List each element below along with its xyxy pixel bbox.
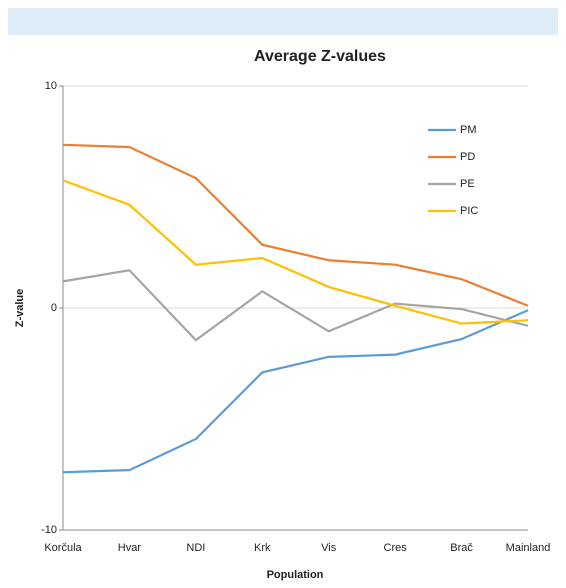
series-line xyxy=(62,269,529,342)
legend-label: PM xyxy=(460,124,477,136)
x-tick-label: Brač xyxy=(450,542,473,554)
legend-label: PD xyxy=(460,151,475,163)
legend-label: PIC xyxy=(460,205,478,217)
y-axis-title: Z-value xyxy=(14,289,26,328)
top-band xyxy=(8,8,558,35)
x-tick-label: NDI xyxy=(186,542,205,554)
x-tick-label: Krk xyxy=(254,542,271,554)
y-tick-label: 0 xyxy=(51,302,57,314)
legend-label: PE xyxy=(460,178,475,190)
x-tick-label: Korčula xyxy=(44,542,82,554)
series-line xyxy=(62,179,529,325)
chart-title: Average Z-values xyxy=(254,48,386,65)
series-line xyxy=(62,143,529,307)
y-tick-label: 10 xyxy=(45,80,57,92)
series-line xyxy=(62,309,529,474)
x-axis-title: Population xyxy=(267,569,324,581)
y-tick-label: -10 xyxy=(41,524,57,536)
x-tick-label: Vis xyxy=(321,542,337,554)
x-tick-label: Cres xyxy=(384,542,408,554)
x-tick-label: Mainland xyxy=(506,542,551,554)
x-tick-label: Hvar xyxy=(118,542,142,554)
